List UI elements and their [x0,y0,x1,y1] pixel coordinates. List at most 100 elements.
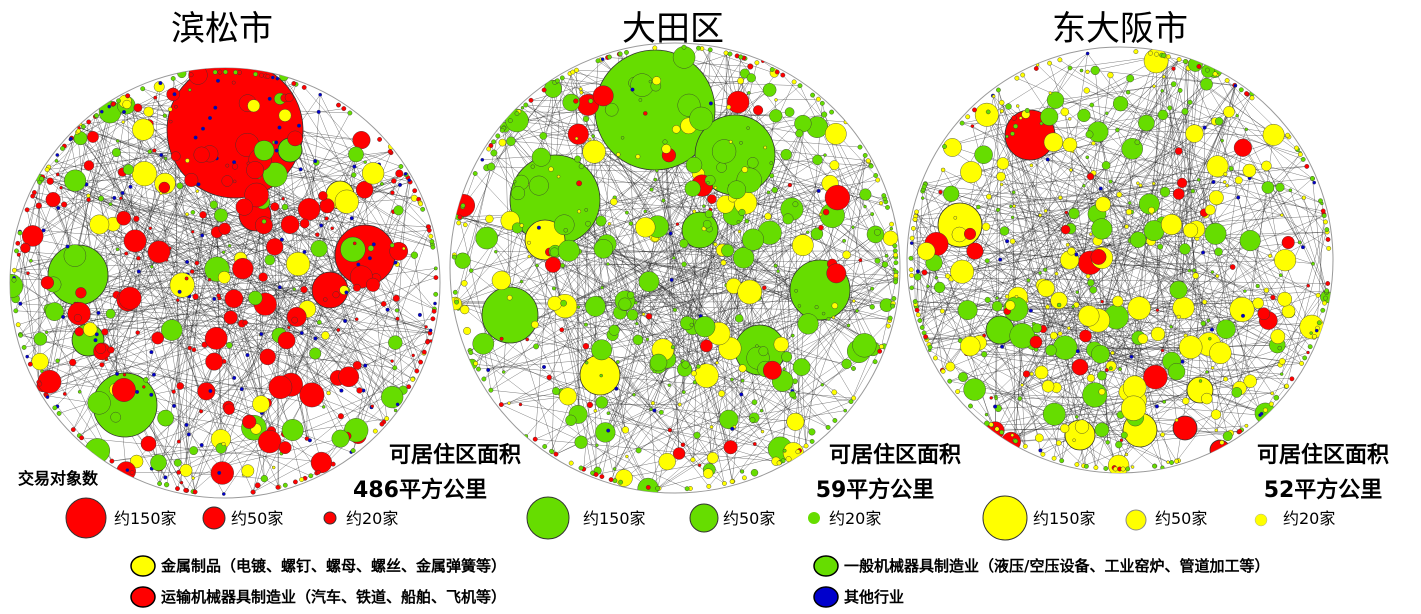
network-node [1270,294,1276,301]
network-node [44,167,50,173]
network-node [754,60,760,66]
network-node [672,256,676,260]
network-node [713,186,718,190]
network-node [184,422,189,427]
network-edge [157,173,400,339]
network-node [523,102,529,108]
network-node [1079,68,1084,73]
network-node [379,421,385,427]
network-edge [658,232,808,363]
network-node [191,476,195,480]
network-node [110,411,121,423]
network-node [1010,433,1014,437]
network-node [1151,181,1156,186]
network-node [13,308,19,314]
network-node [1148,50,1153,56]
network-node [617,51,623,57]
network-node [1205,370,1209,374]
network-node [729,479,735,484]
network-node [299,218,310,229]
network-node [123,229,147,253]
network-edge [647,126,806,489]
network-node [69,358,77,367]
network-node [1240,313,1245,318]
network-node [362,162,385,185]
legend-label: 运输机械器具制造业（汽车、铁道、船舶、飞机等） [161,588,506,606]
network-node [1310,175,1315,181]
network-node [245,353,250,358]
network-node [696,45,701,51]
network-node [708,101,713,106]
network-node [559,327,565,333]
network-node [662,139,668,145]
network-node [549,247,560,257]
industry-legend: 金属制品（电镀、螺钉、螺母、螺丝、金属弹簧等） 运输机械器具制造业（汽车、铁道、… [130,555,1269,608]
network-node [1170,81,1177,87]
network-node [278,109,292,122]
network-node [40,276,55,290]
network-node [433,266,438,271]
network-edge [1090,234,1305,359]
size-legend-marker-green-large [526,496,570,540]
size-legend-label: 约50家 [1155,509,1207,528]
network-edge [913,228,916,302]
network-node [703,468,714,479]
network-node [995,207,1001,212]
network-node [999,182,1004,187]
network-node [1244,127,1249,132]
area-label: 可居住区面积 [389,442,521,468]
network-node [505,108,529,133]
network-node [321,331,330,340]
network-node [1043,132,1063,152]
network-node [142,385,146,389]
network-node [681,360,690,369]
network-node [356,262,361,267]
network-node [1125,208,1133,216]
network-node [974,102,999,127]
network-node [1255,283,1260,289]
network-node [297,123,302,128]
network-node [507,401,511,405]
network-node [199,409,204,414]
network-node [870,212,875,217]
network-node [1209,341,1232,364]
network-node [981,351,988,358]
network-node [1033,66,1039,71]
network-edge [81,437,320,462]
network-node [1208,337,1212,341]
network-node [1173,188,1185,200]
network-node [713,242,718,247]
network-panel-higashiosaka: 东大阪市 可居住区面积 52平方公里 [906,9,1389,503]
network-node [1020,383,1024,387]
network-node [593,472,599,477]
network-node [1269,401,1274,407]
network-node [122,373,127,377]
network-node [773,336,789,353]
network-edge [978,179,1199,208]
network-node [746,126,750,130]
network-node [124,251,129,256]
network-node [988,422,994,427]
network-node [1202,299,1208,305]
network-node [389,242,395,248]
network-node [917,242,936,261]
network-node [1107,454,1130,473]
network-node [1279,273,1283,278]
network-node [585,296,606,317]
network-edge [1120,103,1301,155]
network-node [858,258,863,263]
network-edge [1083,115,1313,179]
industry-legend-item-other: 其他行业 [813,586,904,608]
network-node [214,208,228,223]
network-node [1307,344,1313,350]
network-node [227,243,232,248]
network-node [210,461,234,485]
network-node [1090,248,1107,265]
network-node [241,464,255,478]
network-node [1161,53,1167,58]
network-node [1009,323,1035,349]
network-node [795,449,801,455]
network-node [1020,72,1026,78]
network-node [999,429,1005,435]
network-node [559,75,565,81]
